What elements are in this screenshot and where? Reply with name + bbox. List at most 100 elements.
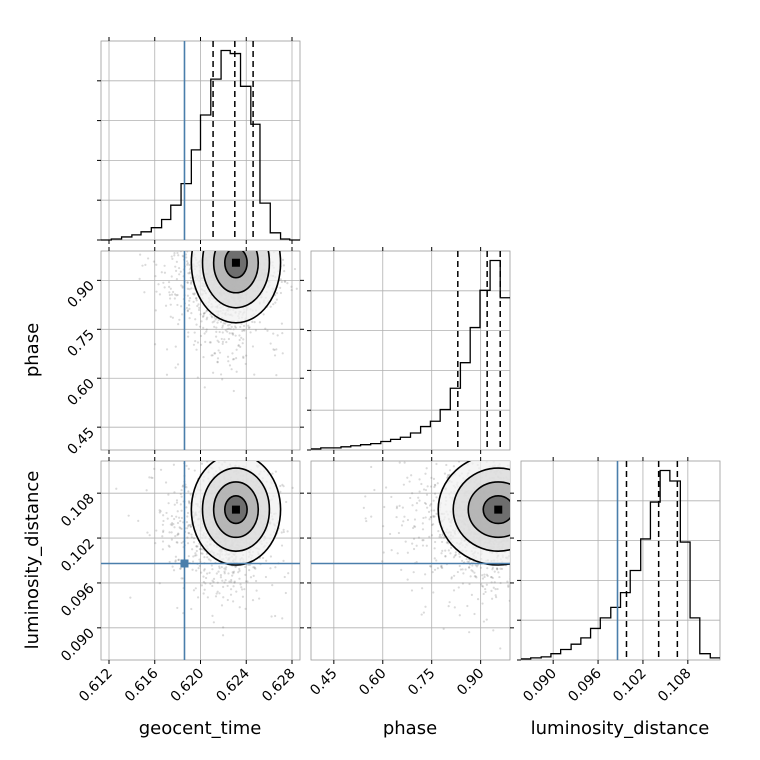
sample-point xyxy=(173,293,177,296)
sample-point xyxy=(259,247,261,249)
sample-point xyxy=(224,329,227,332)
sample-point xyxy=(244,245,246,247)
sample-point xyxy=(167,493,170,496)
sample-point xyxy=(165,511,168,515)
sample-point xyxy=(264,222,266,224)
sample-point xyxy=(432,499,435,502)
sample-point xyxy=(192,292,195,295)
sample-point xyxy=(185,506,188,509)
sample-point xyxy=(167,502,170,505)
sample-point xyxy=(455,453,457,455)
sample-point xyxy=(542,523,544,525)
sample-point xyxy=(248,246,250,248)
sample-point xyxy=(469,575,472,578)
sample-point xyxy=(144,263,147,266)
sample-point xyxy=(195,545,198,548)
sample-point xyxy=(485,573,488,576)
sample-point xyxy=(264,245,266,247)
sample-point xyxy=(564,467,566,469)
sample-point xyxy=(187,331,190,334)
sample-point xyxy=(211,371,215,374)
sample-point xyxy=(158,582,161,585)
sample-point xyxy=(413,525,416,528)
sample-point xyxy=(190,280,193,283)
sample-point xyxy=(258,321,261,324)
sample-point xyxy=(518,555,520,557)
sample-point xyxy=(279,291,283,295)
sample-point xyxy=(538,491,540,493)
sample-point xyxy=(530,513,532,515)
sample-point xyxy=(295,287,298,290)
sample-point xyxy=(204,340,207,343)
sample-point xyxy=(452,465,456,468)
sample-point xyxy=(181,285,184,288)
sample-point xyxy=(542,556,544,558)
sample-point xyxy=(176,251,179,255)
sample-point xyxy=(546,529,548,531)
sample-point xyxy=(438,533,442,536)
sample-point xyxy=(553,509,555,511)
sample-point xyxy=(198,548,202,551)
sample-point xyxy=(541,544,543,546)
density-peak xyxy=(231,258,240,267)
sample-point xyxy=(214,318,217,321)
sample-point xyxy=(434,484,437,487)
sample-point xyxy=(193,213,195,215)
sample-point xyxy=(214,177,216,179)
sample-point xyxy=(230,235,232,237)
sample-point xyxy=(526,498,528,500)
sample-point xyxy=(500,567,504,570)
sample-point xyxy=(177,516,181,519)
contour-0-5 xyxy=(224,251,248,279)
sample-point xyxy=(200,552,203,555)
sample-point xyxy=(517,518,519,520)
sample-point xyxy=(535,524,537,526)
sample-point xyxy=(218,236,220,238)
sample-point xyxy=(168,560,171,564)
sample-point xyxy=(220,566,223,569)
sample-point xyxy=(479,566,483,569)
sample-point xyxy=(170,275,173,278)
sample-point xyxy=(210,354,213,357)
sample-point xyxy=(486,567,489,570)
sample-point xyxy=(254,579,258,583)
sample-point xyxy=(146,531,149,534)
sample-point xyxy=(230,325,233,328)
sample-point xyxy=(512,549,514,551)
sample-point xyxy=(235,357,238,360)
sample-point xyxy=(205,202,207,204)
sample-point xyxy=(221,248,223,250)
sample-point xyxy=(484,447,486,449)
sample-point xyxy=(231,358,235,361)
sample-point xyxy=(271,455,273,457)
sample-point xyxy=(535,507,537,509)
sample-point xyxy=(202,248,204,250)
sample-point xyxy=(262,241,264,243)
sample-point xyxy=(253,566,256,570)
sample-point xyxy=(458,614,461,617)
sample-point xyxy=(467,560,471,564)
sample-point xyxy=(532,583,534,585)
sample-point xyxy=(413,525,417,528)
sample-point xyxy=(253,566,256,569)
sample-point xyxy=(490,576,493,579)
sample-point xyxy=(509,455,511,457)
x-tick-label: 0.90 xyxy=(454,666,487,699)
sample-point xyxy=(206,236,208,238)
sample-point xyxy=(197,308,201,312)
sample-point xyxy=(216,242,218,244)
sample-point xyxy=(218,330,221,334)
sample-point xyxy=(493,570,496,573)
sample-point xyxy=(269,342,272,345)
sample-point xyxy=(191,243,193,245)
sample-point xyxy=(517,512,519,514)
sample-point xyxy=(283,270,286,273)
x-tick-label: 0.108 xyxy=(655,666,695,706)
sample-point xyxy=(188,193,190,195)
panels: 0.090 0.096 0.102 0.1080.450.600.750.900.61… xyxy=(58,37,721,706)
sample-point xyxy=(515,551,517,553)
sample-point xyxy=(174,345,177,348)
sample-point xyxy=(546,533,548,535)
sample-point xyxy=(170,522,174,525)
sample-point xyxy=(435,462,438,466)
